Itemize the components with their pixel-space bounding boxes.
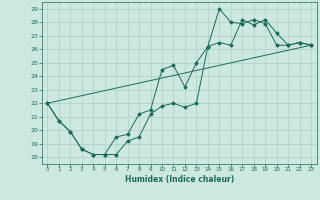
X-axis label: Humidex (Indice chaleur): Humidex (Indice chaleur)	[124, 175, 234, 184]
